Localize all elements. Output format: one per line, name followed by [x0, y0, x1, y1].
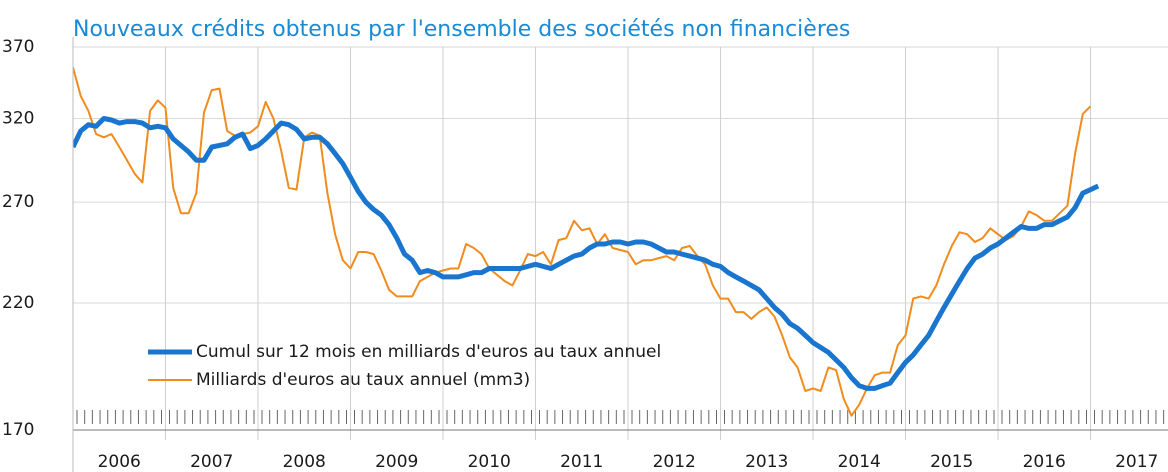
x-tick-label: 2008	[283, 452, 326, 472]
x-tick-label: 2009	[375, 452, 418, 472]
x-tick-label: 2007	[190, 452, 233, 472]
x-tick-label: 2012	[653, 452, 696, 472]
x-tick-label: 2016	[1023, 452, 1066, 472]
y-tick-label: 220	[2, 293, 34, 313]
chart-title: Nouveaux crédits obtenus par l'ensemble …	[73, 17, 850, 42]
x-tick-label: 2011	[560, 452, 603, 472]
series-line	[73, 116, 1100, 391]
x-tick-label: 2017	[1115, 452, 1158, 472]
x-tick-label: 2013	[745, 452, 788, 472]
plot-lines	[73, 67, 1100, 417]
grid	[73, 46, 1168, 440]
legend-label: Milliards d'euros au taux annuel (mm3)	[196, 370, 530, 390]
axes: 170 220 270 320 370 2006 2007 2008 2009 2010 2011 2…	[2, 37, 1168, 472]
y-tick-label: 370	[2, 37, 34, 57]
x-tick-label: 2014	[838, 452, 881, 472]
y-tick-label: 320	[2, 108, 34, 128]
x-tick-label: 2015	[930, 452, 973, 472]
x-tick-label: 2006	[98, 452, 141, 472]
x-tick-label: 2010	[468, 452, 511, 472]
series-line	[73, 67, 1092, 417]
y-tick-label: 270	[2, 192, 34, 212]
y-tick-label: 170	[2, 420, 34, 440]
legend-label: Cumul sur 12 mois en milliards d'euros a…	[196, 342, 661, 362]
